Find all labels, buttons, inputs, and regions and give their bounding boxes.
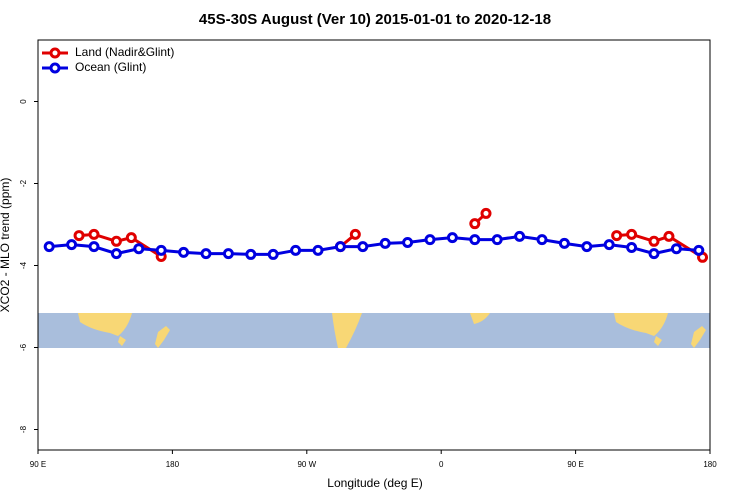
series-marker xyxy=(349,228,361,240)
series-marker xyxy=(611,230,623,242)
series-marker xyxy=(88,241,100,253)
series-marker xyxy=(536,234,548,246)
series-marker xyxy=(626,241,638,253)
series-marker xyxy=(178,246,190,258)
plot-frame xyxy=(37,39,711,451)
x-tick-label: 180 xyxy=(703,460,717,469)
series-marker xyxy=(267,248,279,260)
series-marker xyxy=(670,243,682,255)
y-axis-label: XCO2 - MLO trend (ppm) xyxy=(0,178,12,313)
series-marker xyxy=(312,244,324,256)
legend-label: Land (Nadir&Glint) xyxy=(75,45,174,59)
series-marker xyxy=(469,218,481,230)
legend-marker xyxy=(49,47,61,59)
map-strip xyxy=(38,313,710,348)
legend-label: Ocean (Glint) xyxy=(75,60,146,74)
series-marker xyxy=(469,234,481,246)
series-marker xyxy=(155,244,167,256)
y-tick-label: 0 xyxy=(19,99,28,104)
chart-title: 45S-30S August (Ver 10) 2015-01-01 to 20… xyxy=(199,11,551,28)
y-tick-label: -8 xyxy=(19,425,28,433)
series-marker xyxy=(66,239,78,251)
series-marker xyxy=(446,232,458,244)
x-tick-label: 90 W xyxy=(297,460,316,469)
series-marker xyxy=(43,241,55,253)
y-tick-label: -2 xyxy=(19,179,28,187)
series-marker xyxy=(514,230,526,242)
series-marker xyxy=(73,230,85,242)
series-marker xyxy=(334,241,346,253)
series-marker xyxy=(558,237,570,249)
series-marker xyxy=(648,248,660,260)
legend-marker xyxy=(49,62,61,74)
series-marker xyxy=(491,234,503,246)
x-tick-label: 180 xyxy=(166,460,180,469)
x-axis-label: Longitude (deg E) xyxy=(327,476,422,490)
x-tick-label: 90 E xyxy=(30,460,46,469)
series-marker xyxy=(402,237,414,249)
series-marker xyxy=(480,207,492,219)
x-tick-label: 90 E xyxy=(567,460,583,469)
series-marker xyxy=(133,243,145,255)
series-marker xyxy=(357,241,369,253)
series-marker xyxy=(110,248,122,260)
series-marker xyxy=(200,248,212,260)
series-marker xyxy=(110,235,122,247)
series-marker xyxy=(245,248,257,260)
series-marker xyxy=(379,237,391,249)
series-marker xyxy=(648,235,660,247)
series-marker xyxy=(88,228,100,240)
x-tick-label: 0 xyxy=(439,460,444,469)
series-marker xyxy=(603,239,615,251)
series-marker xyxy=(581,241,593,253)
series-marker xyxy=(693,244,705,256)
series-marker xyxy=(222,248,234,260)
series-marker xyxy=(663,230,675,242)
series-line xyxy=(49,234,699,256)
series-marker xyxy=(424,234,436,246)
series-marker xyxy=(125,232,137,244)
y-tick-label: -6 xyxy=(19,343,28,351)
series-marker xyxy=(626,228,638,240)
series-marker xyxy=(290,244,302,256)
y-tick-label: -4 xyxy=(19,261,28,269)
